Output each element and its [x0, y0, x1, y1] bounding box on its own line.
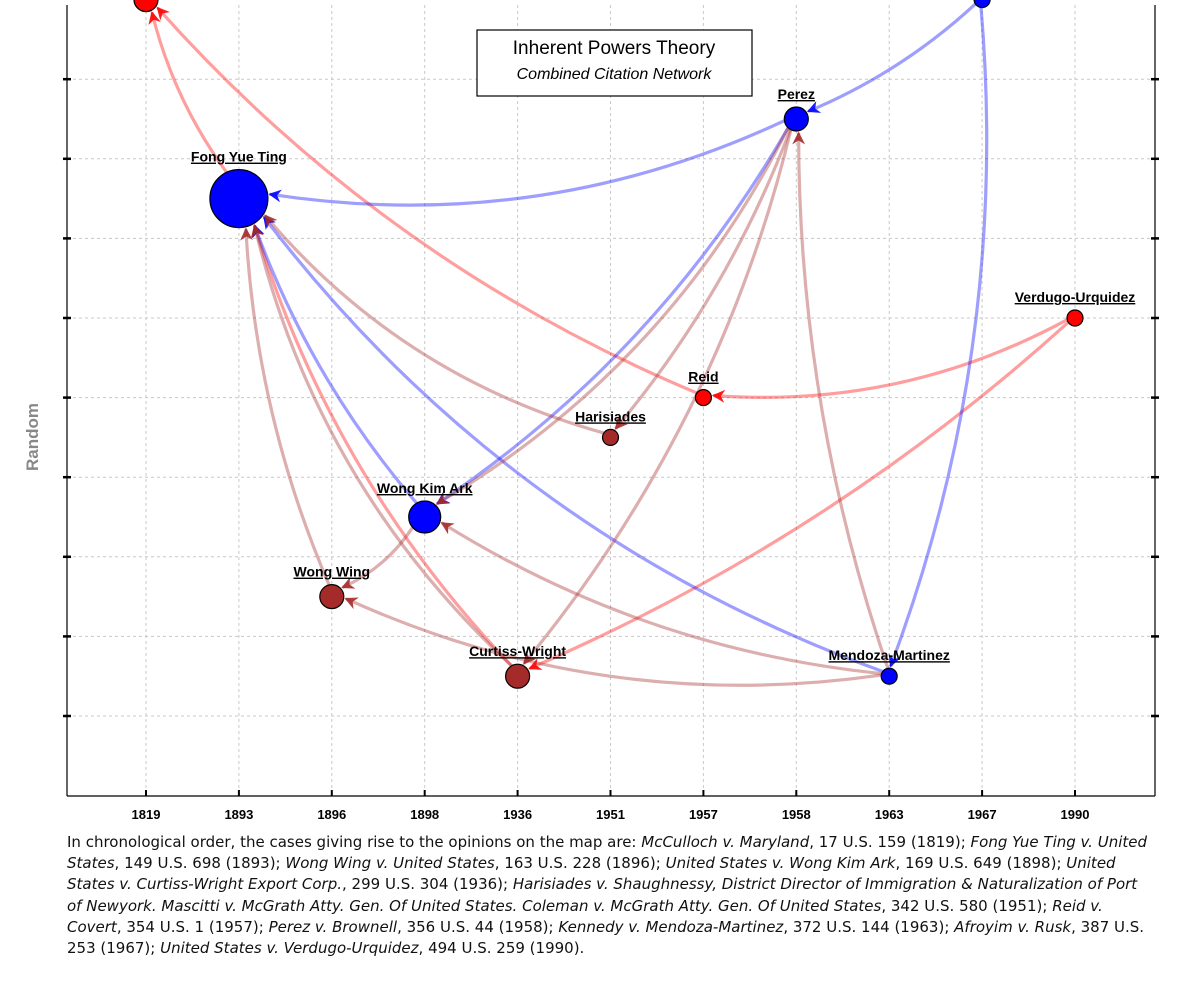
x-tick-label: 1936 — [503, 807, 532, 822]
chart-subtitle: Combined Citation Network — [517, 66, 713, 83]
chart-title: Inherent Powers Theory — [513, 38, 716, 59]
case-label-harisiades: Harisiades — [575, 408, 646, 424]
citation-edge — [806, 2, 977, 113]
citation-edge — [344, 597, 882, 687]
citation-edge — [250, 224, 513, 667]
case-node-fong — [209, 169, 269, 229]
caption-case-name: Fong Yue Ting v. United States — [67, 833, 1148, 873]
case-node-harisiades — [601, 428, 620, 446]
x-tick-label: 1957 — [689, 807, 718, 822]
case-nodes — [133, 0, 1084, 689]
x-tick-label: 1990 — [1061, 807, 1090, 822]
case-node-mcculloch — [133, 0, 159, 13]
citation-edge — [792, 131, 890, 669]
x-tick-label: 1967 — [968, 807, 997, 822]
x-tick-label: 1963 — [875, 807, 904, 822]
axis-ticks: 1819 1893 1896 1898 1936 1951 1957 1958 1963 1967… — [63, 77, 1159, 822]
caption-case-name: Perez v. Brownell — [268, 917, 398, 936]
case-node-afroyim — [973, 0, 991, 9]
citation-edge — [268, 119, 786, 207]
case-label-wongkimark: Wong Kim Ark — [377, 480, 473, 496]
citation-edge — [148, 11, 228, 174]
caption-case-name: Wong Wing v. United States — [285, 854, 495, 873]
caption-case-name: Harisiades v. Shaughnessy, District Dire… — [67, 875, 1138, 915]
case-label-mendoza: Mendoza-Martinez — [829, 647, 950, 663]
case-node-perez — [783, 106, 809, 132]
citation-edge — [528, 321, 1070, 671]
citation-edge — [888, 7, 989, 668]
citation-edge — [522, 129, 793, 665]
citation-edge — [435, 127, 790, 506]
caption-case-name: Afroyim v. Rusk — [954, 917, 1072, 936]
caption-case-name: Kennedy v. Mendoza-Martinez — [558, 917, 784, 936]
title-box — [476, 29, 753, 97]
citation-edge — [440, 521, 882, 676]
case-node-wongkimark — [408, 500, 442, 534]
case-node-mendoza — [880, 667, 898, 685]
x-tick-label: 1951 — [596, 807, 625, 822]
x-tick-label: 1958 — [782, 807, 811, 822]
chart-legend-box: Inherent Powers Theory Combined Citation… — [476, 29, 753, 97]
citation-edge — [435, 127, 790, 506]
caption-case-name: McCulloch v. Maryland — [641, 833, 810, 851]
caption-case-name: Reid v. Covert — [67, 896, 1103, 936]
caption-case-name: United States v. Wong Kim Ark — [665, 854, 896, 873]
case-node-reid — [694, 389, 713, 407]
case-label-fong: Fong Yue Ting — [191, 149, 287, 165]
x-tick-label: 1819 — [132, 807, 161, 822]
y-axis-label: Random — [23, 403, 42, 471]
citation-edge — [711, 318, 1068, 403]
case-node-verdugo — [1066, 309, 1084, 327]
citation-edges — [148, 2, 1070, 687]
x-tick-label: 1896 — [317, 807, 346, 822]
case-caption: In chronological order, the cases giving… — [67, 833, 1148, 958]
case-label-wongwing: Wong Wing — [294, 564, 371, 580]
citation-edge — [240, 227, 331, 586]
caption-case-name: United States v. Verdugo-Urquidez — [160, 939, 419, 958]
case-label-perez: Perez — [778, 86, 815, 102]
case-node-curtiss — [504, 663, 531, 689]
citation-edge — [252, 224, 418, 505]
x-tick-label: 1893 — [224, 807, 253, 822]
case-node-wongwing — [319, 583, 345, 610]
case-label-reid: Reid — [688, 369, 718, 385]
case-label-curtiss: Curtiss-Wright — [469, 643, 566, 659]
citation-edge — [614, 128, 792, 430]
citation-edge — [156, 6, 698, 395]
case-label-verdugo: Verdugo-Urquidez — [1015, 289, 1136, 305]
caption-case-name: United States v. Curtiss-Wright Export C… — [67, 854, 1116, 894]
citation-edge — [251, 224, 513, 667]
citation-edge — [263, 214, 605, 435]
citation-network-diagram: 1819 1893 1896 1898 1936 1951 1957 1958 1963 1967… — [23, 0, 1159, 822]
citation-edge — [262, 215, 884, 674]
citation-edge — [341, 526, 414, 589]
x-tick-label: 1898 — [410, 807, 439, 822]
